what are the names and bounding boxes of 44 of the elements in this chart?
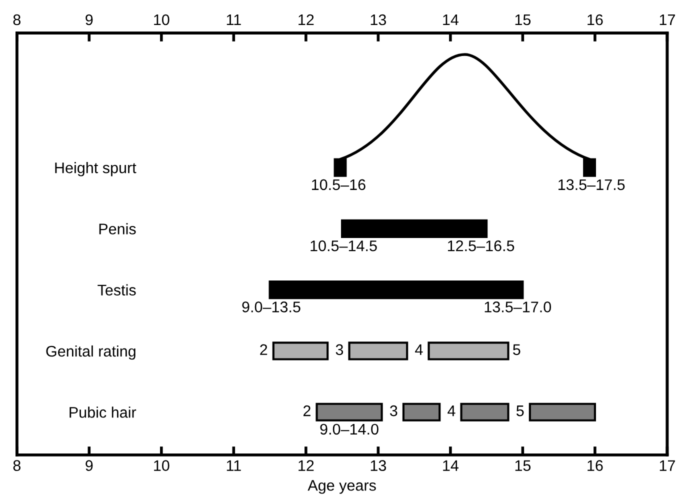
x-tick-label: 13 — [370, 460, 386, 471]
annotation: 4 — [415, 344, 423, 355]
x2-tick-label: 14 — [443, 14, 458, 26]
x-axis-title: Age years — [308, 480, 376, 494]
annotation: 4 — [448, 406, 456, 416]
y-tick-label: Penis — [99, 223, 136, 234]
x-tick-label: 9 — [86, 460, 93, 471]
annotation: 10.5–14.5 — [310, 240, 377, 252]
annotation: 2 — [260, 344, 268, 355]
y-tick-label: Genital rating — [46, 345, 136, 360]
x2-tick-label: 17 — [660, 14, 675, 26]
annotation: 2 — [303, 405, 310, 416]
x-tick-label: 15 — [515, 460, 531, 471]
annotation: 10.5–16 — [312, 179, 366, 190]
bar — [268, 280, 524, 300]
x-tick-label: 10 — [154, 460, 170, 471]
y-tick-label: Testis — [98, 284, 136, 296]
annotation: 9.0–13.5 — [242, 302, 300, 312]
x2-tick-label: 12 — [298, 14, 314, 26]
x-tick-label: 16 — [588, 460, 603, 471]
x-tick-label: 8 — [13, 460, 20, 471]
bar — [528, 402, 596, 422]
annotation: 13.5–17.0 — [484, 302, 552, 312]
x-tick-label: 11 — [226, 460, 241, 471]
x-tick-label: 14 — [443, 460, 458, 471]
annotation: 13.5–17.5 — [558, 179, 625, 190]
x2-tick-label: 16 — [588, 14, 603, 26]
x2-tick-label: 9 — [86, 14, 93, 26]
x2-tick-label: 13 — [370, 14, 386, 26]
annotation: 3 — [336, 344, 344, 356]
x-tick-label: 12 — [298, 460, 314, 471]
x2-tick-label: 10 — [154, 14, 170, 26]
x2-tick-label: 8 — [13, 14, 20, 26]
annotation: 5 — [516, 406, 524, 416]
annotation: 3 — [390, 405, 398, 416]
x2-tick-label: 15 — [515, 14, 531, 26]
x2-tick-label: 11 — [226, 14, 241, 26]
y-tick-label: Height spurt — [55, 162, 136, 176]
annotation: 5 — [513, 344, 520, 356]
x-tick-label: 17 — [660, 460, 675, 471]
annotation: 9.0–14.0 — [320, 424, 378, 435]
annotation: 12.5–16.5 — [448, 240, 514, 252]
y-tick-label: Pubic hair — [70, 406, 136, 418]
bar — [341, 219, 488, 238]
